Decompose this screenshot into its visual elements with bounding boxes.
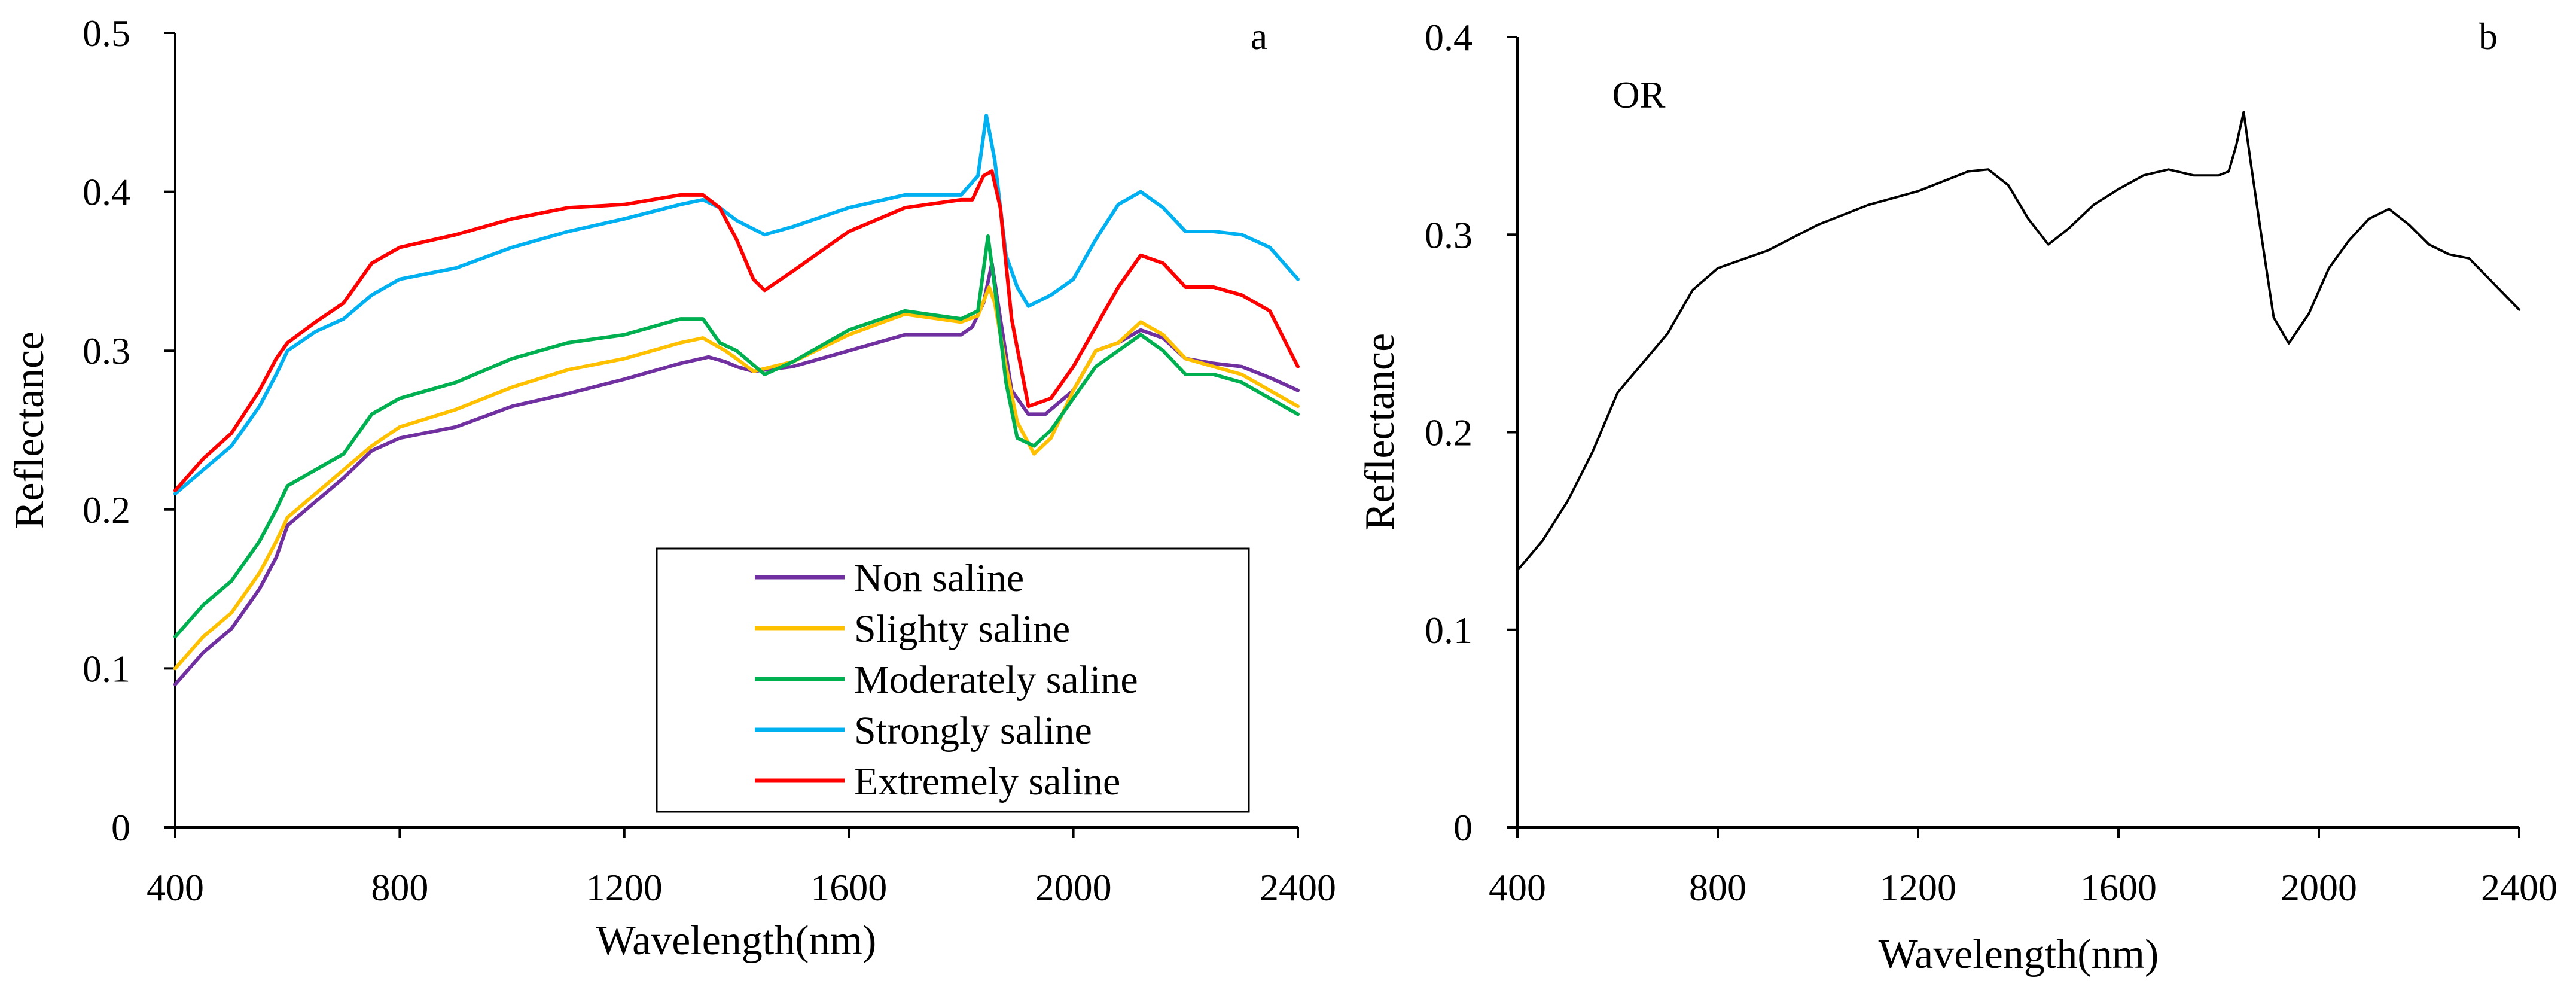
x-tick-label: 1600 — [2080, 866, 2157, 909]
series-line-strongly-saline — [173, 114, 1300, 496]
panel-a-y-ticks: 0 0.1 0.2 0.3 0.4 0.5 — [83, 12, 175, 849]
panel-b-plot-area — [1516, 111, 2520, 572]
y-tick-label: 0 — [1453, 806, 1473, 849]
legend-label: Moderately saline — [854, 658, 1138, 702]
x-tick-label: 400 — [147, 866, 204, 909]
panel-b-or-annotation: OR — [1612, 74, 1666, 116]
x-tick-label: 800 — [1689, 866, 1746, 909]
panel-a-legend: Non saline Slighty saline Moderately salin… — [656, 547, 1250, 813]
panel-b-y-ticks: 0 0.1 0.2 0.3 0.4 — [1425, 16, 1517, 849]
legend-item-non-saline: Non saline — [755, 556, 1024, 600]
panel-b-letter: b — [2479, 15, 2498, 57]
y-tick-label: 0.3 — [1425, 214, 1473, 256]
series-line-or — [1516, 111, 2520, 572]
y-tick-label: 0.2 — [1425, 412, 1473, 454]
x-tick-label: 2400 — [2481, 866, 2557, 909]
x-tick-label: 2400 — [1260, 866, 1336, 909]
panel-a-letter: a — [1251, 15, 1267, 57]
panel-b: 400 800 1200 1600 2000 2400 0 0.1 0.2 0.3 0.4 Wav… — [1357, 15, 2557, 977]
x-tick-label: 800 — [371, 866, 428, 909]
series-line-slighty-saline — [173, 285, 1300, 671]
legend-label: Slighty saline — [854, 607, 1070, 651]
panel-a-plot-area — [173, 114, 1300, 686]
panel-b-y-axis-label: Reflectance — [1357, 333, 1403, 531]
legend-item-extremely-saline: Extremely saline — [755, 760, 1120, 803]
x-tick-label: 400 — [1489, 866, 1546, 909]
x-tick-label: 2000 — [2281, 866, 2357, 909]
panel-a-y-axis-label: Reflectance — [7, 331, 53, 529]
panel-b-x-axis-label: Wavelength(nm) — [1879, 931, 2159, 977]
y-tick-label: 0 — [111, 806, 130, 849]
y-tick-label: 0.1 — [83, 647, 130, 690]
y-tick-label: 0.3 — [83, 330, 130, 372]
legend-label: Strongly saline — [854, 709, 1092, 753]
y-tick-label: 0.1 — [1425, 609, 1473, 651]
x-tick-label: 1200 — [1880, 866, 1956, 909]
panel-a: 400 800 1200 1600 2000 2400 00.10.20.30.40.5 … — [7, 12, 1336, 964]
legend-item-moderately-saline: Moderately saline — [755, 658, 1138, 702]
legend-label: Non saline — [854, 556, 1024, 600]
x-tick-label: 2000 — [1035, 866, 1112, 909]
panel-a-x-axis-label: Wavelength(nm) — [596, 918, 877, 964]
legend-label: Extremely saline — [854, 760, 1120, 803]
series-line-non-saline — [173, 261, 1300, 686]
panel-b-x-ticks: 400 800 1200 1600 2000 2400 — [1489, 827, 2557, 909]
series-line-extremely-saline — [173, 169, 1300, 492]
panel-a-x-ticks: 400 800 1200 1600 2000 2400 — [147, 827, 1336, 909]
x-tick-label: 1600 — [810, 866, 887, 909]
y-tick-label: 0.4 — [83, 171, 130, 214]
series-line-moderately-saline — [173, 234, 1300, 639]
y-tick-label: 0.4 — [1425, 16, 1473, 59]
x-tick-label: 1200 — [586, 866, 663, 909]
y-tick-label: 0.5 — [83, 12, 130, 54]
legend-item-slighty-saline: Slighty saline — [755, 607, 1070, 651]
y-tick-label: 0.2 — [83, 489, 130, 531]
legend-item-strongly-saline: Strongly saline — [755, 709, 1092, 753]
